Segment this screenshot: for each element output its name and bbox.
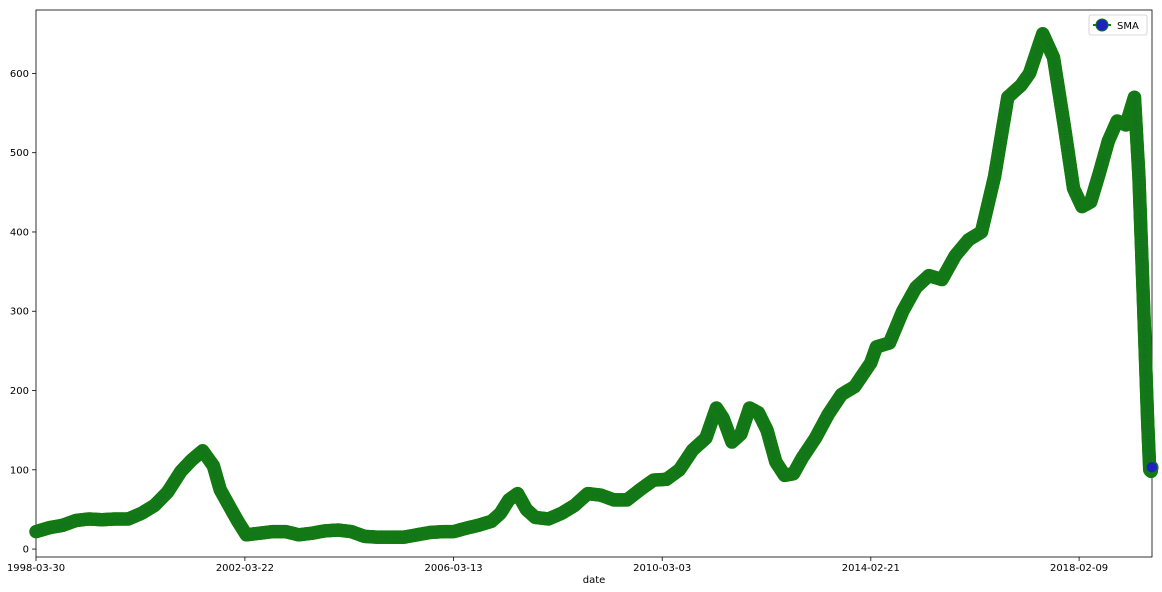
legend: SMA <box>1088 14 1148 36</box>
series-markers-sma <box>29 27 1159 544</box>
plot-area <box>35 9 1153 558</box>
x-tick-label: 2010-03-03 <box>633 563 691 574</box>
y-tick-label: 500 <box>10 148 29 159</box>
y-tick-label: 0 <box>23 545 29 556</box>
x-tick-label: 2014-02-21 <box>842 563 900 574</box>
legend-entry-sma: SMA <box>1117 21 1139 32</box>
y-tick-label: 300 <box>10 307 29 318</box>
y-tick-label: 600 <box>10 69 29 80</box>
x-tick-label: 1998-03-30 <box>7 563 65 574</box>
data-point <box>1145 460 1159 474</box>
x-axis-ticks: 1998-03-30 2002-03-22 2006-03-13 2010-03-03… <box>7 557 1108 574</box>
y-tick-label: 200 <box>10 386 29 397</box>
x-tick-label: 2006-03-13 <box>425 563 483 574</box>
legend-marker-icon <box>1095 18 1109 32</box>
x-tick-label: 2002-03-22 <box>216 563 274 574</box>
series-layer <box>29 27 1159 544</box>
x-axis-label: date <box>583 575 606 586</box>
x-tick-label: 2018-02-09 <box>1050 563 1108 574</box>
y-axis-ticks: 0 100 200 300 400 500 600 <box>10 69 36 556</box>
y-tick-label: 100 <box>10 465 29 476</box>
y-tick-label: 400 <box>10 227 29 238</box>
